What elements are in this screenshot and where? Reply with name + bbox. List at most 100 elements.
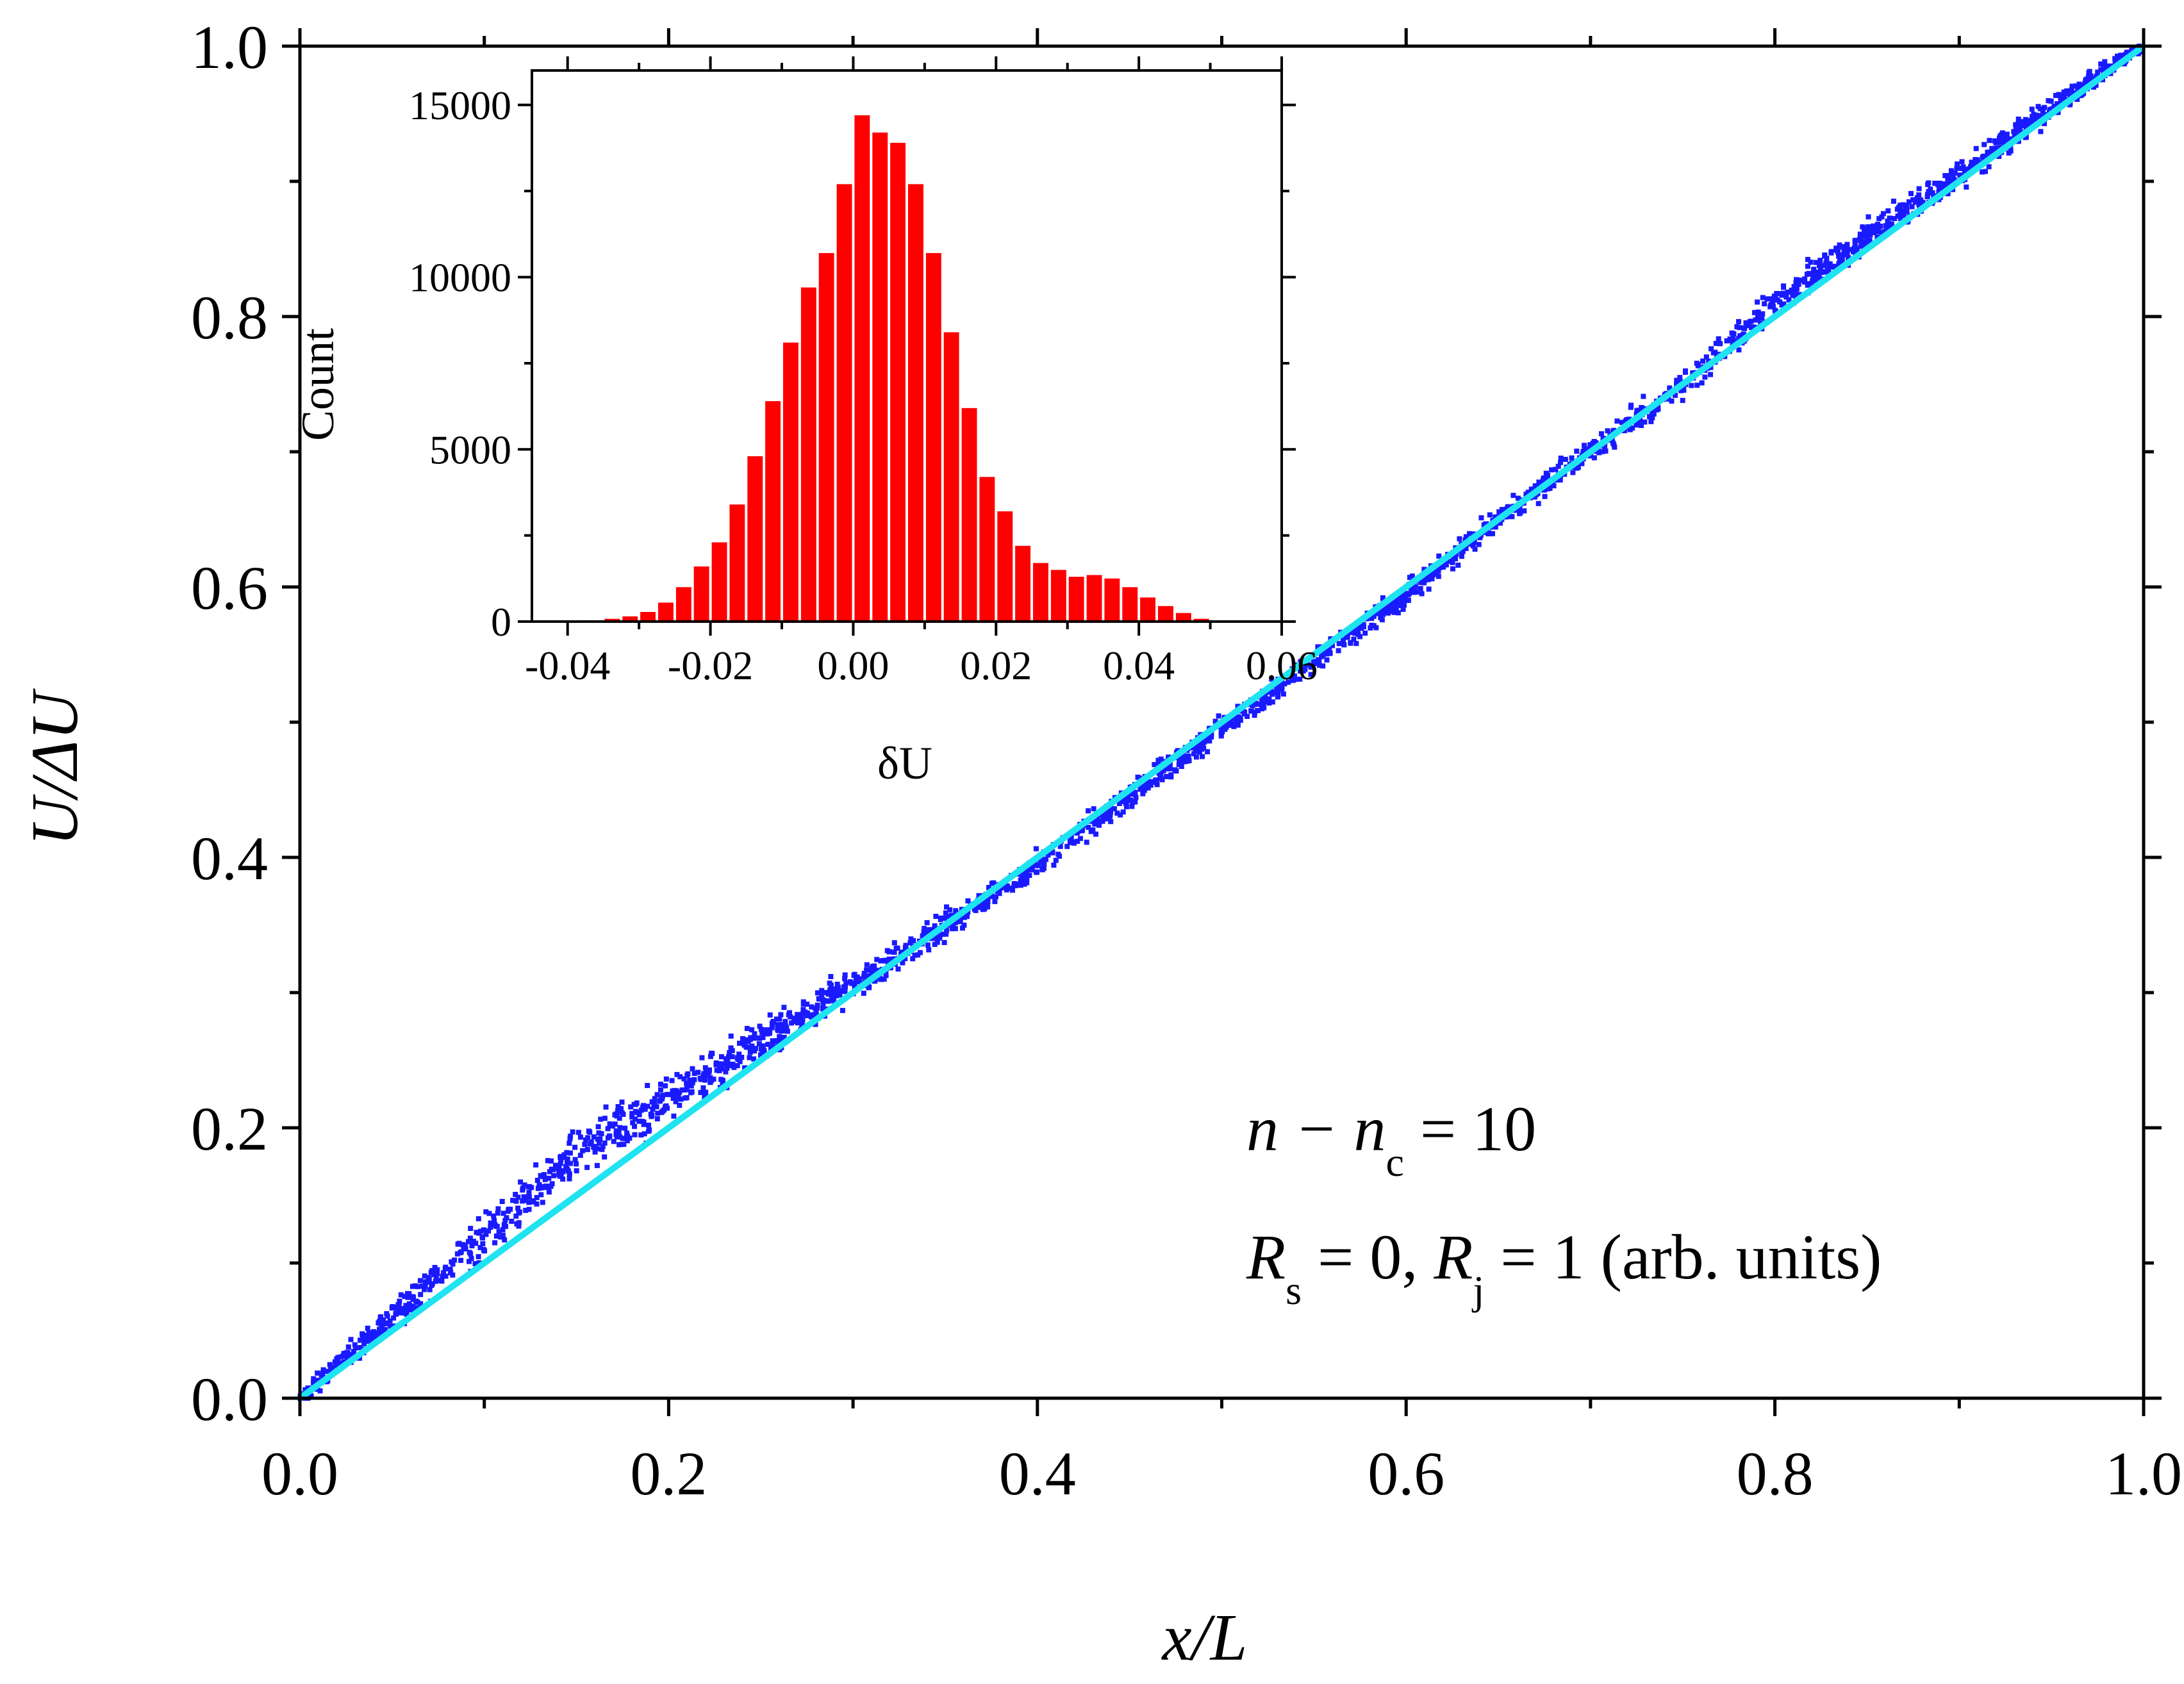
scatter-point [515,1194,521,1200]
scatter-point [1317,663,1323,668]
scatter-point [379,1328,385,1334]
scatter-point [799,1022,805,1028]
scatter-point [472,1261,478,1267]
scatter-point [866,985,872,991]
scatter-point [567,1136,573,1141]
scatter-point [1091,806,1096,812]
scatter-point [1876,216,1882,222]
histogram-bar [1175,613,1191,622]
scatter-point [641,1103,647,1109]
scatter-point [1141,788,1147,793]
scatter-point [1086,825,1091,830]
scatter-point [2102,66,2108,72]
scatter-point [1167,766,1173,772]
scatter-point [891,940,897,946]
scatter-point [570,1129,575,1135]
scatter-point [460,1242,466,1248]
scatter-point [1677,379,1683,384]
scatter-point [1894,206,1900,212]
scatter-point [1619,420,1625,425]
scatter-point [443,1264,449,1270]
scatter-point [1578,461,1584,466]
scatter-point [688,1090,693,1096]
scatter-point [1005,883,1010,889]
scatter-point [628,1104,634,1110]
scatter-point [698,1089,704,1095]
annotation-r-j: R [1433,1221,1473,1292]
scatter-point [1327,650,1333,656]
scatter-point [787,1010,792,1016]
scatter-point [679,1087,685,1093]
scatter-point [809,1012,815,1018]
scatter-point [521,1198,527,1203]
scatter-point [1145,785,1151,791]
scatter-point [1018,877,1023,883]
scatter-point [2019,123,2025,128]
scatter-point [327,1362,333,1367]
scatter-point [376,1320,381,1326]
scatter-point [739,1055,745,1060]
scatter-point [1954,165,1960,171]
scatter-point [1280,691,1286,697]
scatter-point [533,1162,539,1168]
scatter-point [1539,480,1545,486]
scatter-point [536,1185,542,1191]
scatter-point [884,948,890,953]
scatter-point [947,913,952,919]
scatter-point [1755,313,1760,318]
scatter-point [397,1298,402,1304]
scatter-point [1275,688,1281,694]
scatter-point [767,1030,772,1036]
scatter-point [1084,839,1089,845]
scatter-point [515,1205,521,1211]
scatter-point [729,1054,735,1059]
scatter-point [779,1028,784,1034]
scatter-point [2112,56,2118,62]
scatter-point [2042,111,2047,117]
scatter-point [559,1168,565,1173]
scatter-point [944,928,950,934]
scatter-point [1409,574,1415,579]
scatter-point [1443,562,1449,568]
scatter-point [820,1002,826,1007]
scatter-point [367,1337,373,1343]
scatter-point [378,1314,383,1319]
scatter-point [2034,112,2040,118]
scatter-point [598,1116,604,1122]
scatter-point [1542,493,1548,499]
histogram-bar [640,612,656,622]
scatter-point [1844,251,1850,257]
scatter-point [632,1123,637,1129]
scatter-point [1887,215,1892,221]
histogram-bar [943,332,959,622]
scatter-point [1259,699,1265,704]
scatter-point [1712,350,1717,356]
scatter-point [986,885,991,890]
scatter-point [823,998,829,1003]
scatter-point [1741,325,1746,331]
scatter-point [2061,92,2067,98]
scatter-point [526,1200,532,1205]
scatter-point [1840,252,1846,258]
scatter-point [526,1189,532,1195]
scatter-point [1680,397,1685,403]
histogram-bar [1122,587,1138,622]
scatter-point [980,907,986,912]
scatter-point [1558,456,1564,461]
scatter-point [1402,595,1407,601]
scatter-point [603,1104,609,1110]
scatter-point [320,1370,326,1376]
scatter-point [1600,449,1605,454]
scatter-point [1882,229,1887,235]
scatter-point [1584,446,1589,452]
scatter-point [1762,301,1767,307]
scatter-point [961,922,967,928]
scatter-point [616,1116,622,1121]
scatter-point [413,1306,419,1311]
scatter-point [417,1278,423,1284]
x-tick-label: 1.0 [2105,1439,2182,1508]
scatter-point [1674,377,1680,383]
scatter-point [688,1083,694,1089]
scatter-point [937,932,943,938]
scatter-point [658,1082,663,1087]
